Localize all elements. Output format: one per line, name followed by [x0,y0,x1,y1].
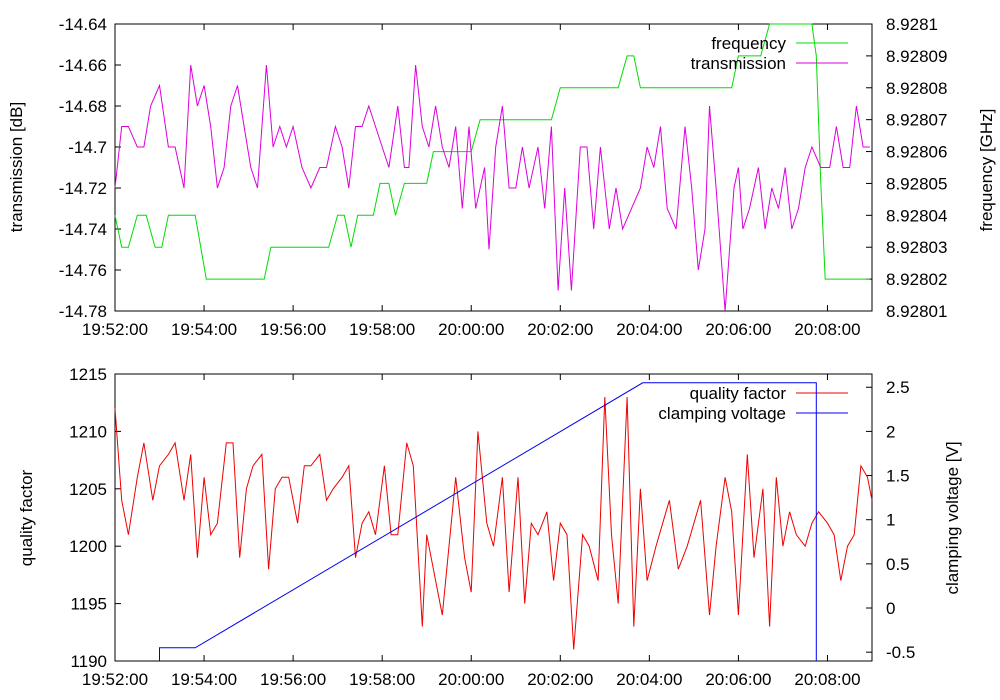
bottom-y-tick-label: 1210 [69,422,107,441]
bottom-x-tick-label: 20:00:00 [438,670,504,689]
top-y2-tick-label: 8.92806 [886,143,947,162]
bottom-y-axis-label: quality factor [17,469,36,566]
top-plot-frame [114,23,873,312]
bottom-x-tick-label: 20:06:00 [705,670,771,689]
bottom-x-tick-label: 19:54:00 [171,670,237,689]
top-x-tick-label: 19:52:00 [82,320,148,339]
bottom-y2-tick-label: 0.5 [886,555,910,574]
legend-label-frequency: frequency [711,34,786,53]
bottom-x-tick-label: 19:58:00 [349,670,415,689]
top-y2-tick-label: 8.9281 [886,15,938,34]
top-y-tick-label: -14.64 [59,15,107,34]
bottom-y2-tick-label: -0.5 [886,643,915,662]
bottom-y2-axis-label: clamping voltage [V] [943,441,962,594]
top-y-tick-label: -14.7 [68,138,107,157]
top-y-tick-label: -14.68 [59,97,107,116]
top-y2-tick-label: 8.92805 [886,174,947,193]
bottom-x-tick-label: 20:08:00 [794,670,860,689]
top-x-tick-label: 20:08:00 [794,320,860,339]
top-y-tick-label: -14.76 [59,261,107,280]
bottom-plot-frame [114,373,873,662]
top-y2-tick-label: 8.92809 [886,47,947,66]
bottom-x-tick-label: 19:52:00 [82,670,148,689]
top-y2-tick-label: 8.92807 [886,111,947,130]
top-y2-tick-label: 8.92801 [886,302,947,321]
top-y-tick-label: -14.66 [59,56,107,75]
top-y-axis-label: transmission [dB] [7,102,26,232]
bottom-y-tick-label: 1215 [69,365,107,384]
top-x-tick-label: 20:02:00 [527,320,593,339]
top-y-tick-label: -14.74 [59,220,107,239]
top-y2-axis-label: frequency [GHz] [977,109,996,232]
top-x-tick-label: 19:58:00 [349,320,415,339]
top-y2-tick-label: 8.92802 [886,270,947,289]
series-line-clamping-voltage [159,382,817,661]
legend-label-transmission: transmission [691,54,786,73]
top-y2-tick-label: 8.92804 [886,206,947,225]
series-line-transmission [114,64,870,312]
top-y2-tick-label: 8.92803 [886,238,947,257]
plot-transmission-frequency: 19:52:00 19:54:00 19:56:00 19:58:00 20:00:00… [7,15,996,339]
series-line-frequency [114,23,870,280]
bottom-y2-tick-label: 2 [886,422,895,441]
top-y-tick-label: -14.78 [59,302,107,321]
top-x-tick-label: 19:56:00 [260,320,326,339]
bottom-y-tick-label: 1195 [70,595,107,614]
top-y2-tick-label: 8.92808 [886,79,947,98]
legend-label-quality-factor: quality factor [690,384,787,403]
top-x-tick-label: 19:54:00 [171,320,237,339]
bottom-x-tick-label: 20:02:00 [527,670,593,689]
bottom-x-tick-label: 20:04:00 [616,670,682,689]
bottom-y-tick-label: 1190 [70,652,107,671]
bottom-y-tick-label: 1205 [69,480,107,499]
top-x-tick-label: 20:06:00 [705,320,771,339]
legend-label-clamping-voltage: clamping voltage [658,404,786,423]
bottom-x-tick-label: 19:56:00 [260,670,326,689]
plot-quality-clamping: 19:52:00 19:54:00 19:56:00 19:58:00 20:00:00… [17,365,962,689]
series-line-quality-factor [114,396,873,650]
bottom-y2-tick-label: 1.5 [886,467,910,486]
top-y-tick-label: -14.72 [59,179,107,198]
bottom-y2-tick-label: 0 [886,599,895,618]
bottom-y2-tick-label: 2.5 [886,378,910,397]
bottom-y2-tick-label: 1 [886,511,895,530]
top-x-tick-label: 20:00:00 [438,320,504,339]
bottom-y-tick-label: 1200 [69,537,107,556]
top-x-tick-label: 20:04:00 [616,320,682,339]
